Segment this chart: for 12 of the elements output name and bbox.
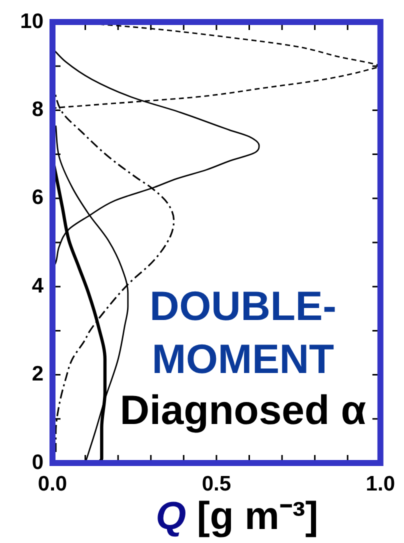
x-tick-label: 0.0 bbox=[38, 472, 68, 496]
y-tick-label: 6 bbox=[32, 186, 44, 210]
y-tick-label: 0 bbox=[32, 450, 44, 474]
x-tick-label: 0.5 bbox=[202, 472, 232, 496]
annotation: Diagnosed α bbox=[118, 387, 368, 433]
y-tick-label: 2 bbox=[32, 362, 44, 386]
y-tick-label: 8 bbox=[32, 98, 44, 121]
x-axis-title: Q [g m⁻³] bbox=[154, 495, 320, 539]
annotation: DOUBLE-MOMENT bbox=[148, 282, 338, 384]
y-tick-label: 4 bbox=[32, 274, 44, 298]
y-tick-label: 10 bbox=[20, 10, 44, 33]
x-tick-label: 1.0 bbox=[366, 472, 396, 496]
